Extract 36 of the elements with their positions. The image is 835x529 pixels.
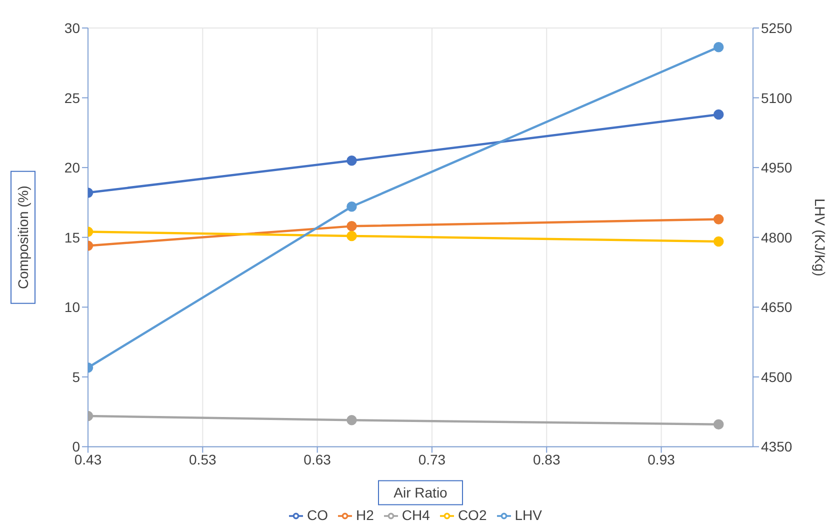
y2-tick-label: 4800 — [761, 229, 792, 246]
point — [713, 236, 724, 247]
y-tick-label: 25 — [64, 90, 80, 106]
legend-label: CO2 — [458, 506, 487, 523]
point — [346, 221, 357, 232]
point — [713, 419, 724, 430]
point — [346, 202, 357, 212]
y-axis-title: Composition (%) — [15, 186, 31, 290]
y2-tick-label: 5250 — [761, 20, 792, 36]
y-tick-label: 10 — [64, 299, 80, 316]
y2-tick-label: 5100 — [761, 90, 792, 106]
legend-label: CH4 — [402, 506, 430, 523]
y2-tick-label: 4650 — [761, 299, 792, 316]
point — [346, 230, 357, 242]
point — [713, 214, 724, 224]
point — [346, 415, 357, 426]
legend-label: LHV — [514, 506, 542, 523]
y-tick-label: 15 — [64, 229, 80, 246]
y2-axis-title: LHV (KJ/Kg) — [812, 198, 828, 276]
point — [346, 155, 357, 166]
y2-tick-label: 4350 — [761, 438, 792, 455]
y2-tick-label: 4500 — [761, 368, 792, 385]
x-axis-title: Air Ratio — [394, 484, 448, 501]
legend-label: H2 — [356, 506, 374, 523]
x-tick-label: 0.73 — [418, 452, 446, 468]
y2-tick-label: 4950 — [761, 160, 792, 176]
x-tick-label: 0.63 — [304, 452, 332, 468]
x-tick-label: 0.93 — [648, 452, 676, 468]
y-tick-label: 5 — [72, 368, 80, 385]
y-tick-label: 20 — [64, 160, 80, 176]
x-tick-label: 0.83 — [532, 452, 560, 468]
point — [713, 109, 724, 120]
y-tick-label: 30 — [64, 20, 80, 36]
point — [713, 42, 724, 52]
x-tick-label: 0.53 — [189, 452, 216, 468]
legend-label: CO — [307, 506, 328, 523]
